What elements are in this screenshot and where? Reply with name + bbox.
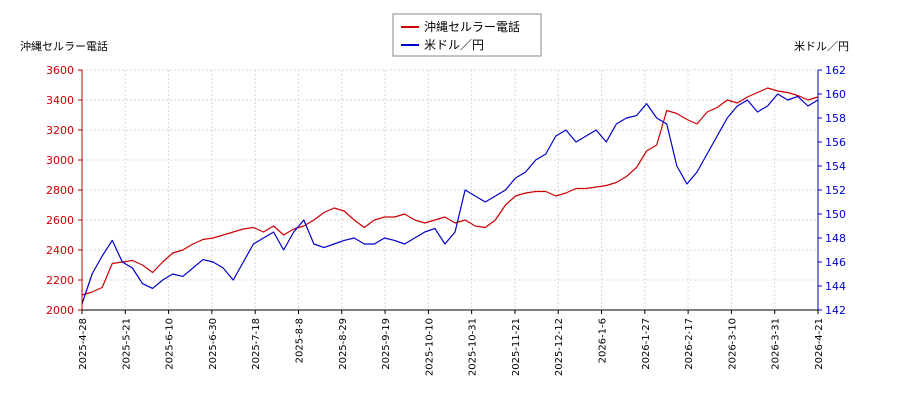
left-axis-title: 沖縄セルラー電話 xyxy=(20,39,108,53)
series-layer xyxy=(81,87,819,305)
x-tick-label: 2025-6-10 xyxy=(165,318,176,370)
legend-box xyxy=(392,13,542,57)
series-line-1 xyxy=(81,87,819,296)
series-line-2 xyxy=(81,93,819,305)
legend-label-series-1: 沖縄セルラー電話 xyxy=(424,19,520,34)
right-tick-label: 150 xyxy=(825,208,846,221)
x-tick-label: 2026-3-10 xyxy=(727,318,738,370)
right-tick-label: 156 xyxy=(825,136,846,149)
x-tick-label: 2026-1-27 xyxy=(641,318,652,370)
left-tick-label: 2400 xyxy=(46,244,74,257)
x-tick-label: 2026-3-31 xyxy=(771,318,782,370)
right-tick-label: 146 xyxy=(825,256,846,269)
left-tick-label: 2200 xyxy=(46,274,74,287)
x-tick-label: 2025-7-18 xyxy=(251,318,262,370)
right-tick-label: 144 xyxy=(825,280,846,293)
axes-layer: 2000 2200 2400 2600 2800 3000 3200 3400 3600 142 1… xyxy=(46,64,846,376)
x-tick-label: 2025-8-8 xyxy=(294,318,305,363)
x-tick-label: 2025-6-30 xyxy=(208,318,219,370)
left-tick-label: 2600 xyxy=(46,214,74,227)
left-tick-label: 2800 xyxy=(46,184,74,197)
right-tick-label: 142 xyxy=(825,304,846,317)
right-tick-label: 152 xyxy=(825,184,846,197)
x-tick-label: 2025-11-21 xyxy=(511,318,522,376)
right-tick-label: 154 xyxy=(825,160,846,173)
legend: 沖縄セルラー電話 米ドル／円 xyxy=(392,13,542,57)
right-axis-title: 米ドル／円 xyxy=(794,40,849,53)
left-tick-label: 3200 xyxy=(46,124,74,137)
left-tick-label: 2000 xyxy=(46,304,74,317)
x-tick-label: 2026-4-21 xyxy=(814,318,825,370)
grid-layer xyxy=(81,69,819,311)
right-tick-label: 148 xyxy=(825,232,846,245)
x-tick-label: 2025-4-28 xyxy=(78,318,89,370)
x-tick-label: 2025-9-19 xyxy=(381,318,392,370)
right-tick-label: 160 xyxy=(825,88,846,101)
x-tick-label: 2025-12-12 xyxy=(554,318,565,376)
right-tick-label: 162 xyxy=(825,64,846,77)
x-tick-label: 2026-2-17 xyxy=(684,318,695,370)
x-tick-label: 2025-10-31 xyxy=(468,318,479,376)
left-tick-label: 3400 xyxy=(46,94,74,107)
x-tick-label: 2025-8-29 xyxy=(338,318,349,370)
right-tick-label: 158 xyxy=(825,112,846,125)
x-tick-label: 2025-5-21 xyxy=(121,318,132,370)
legend-label-series-2: 米ドル／円 xyxy=(424,38,484,52)
left-tick-label: 3600 xyxy=(46,64,74,77)
x-tick-label: 2026-1-6 xyxy=(598,318,609,363)
x-tick-label: 2025-10-10 xyxy=(424,318,435,376)
left-tick-label: 3000 xyxy=(46,154,74,167)
